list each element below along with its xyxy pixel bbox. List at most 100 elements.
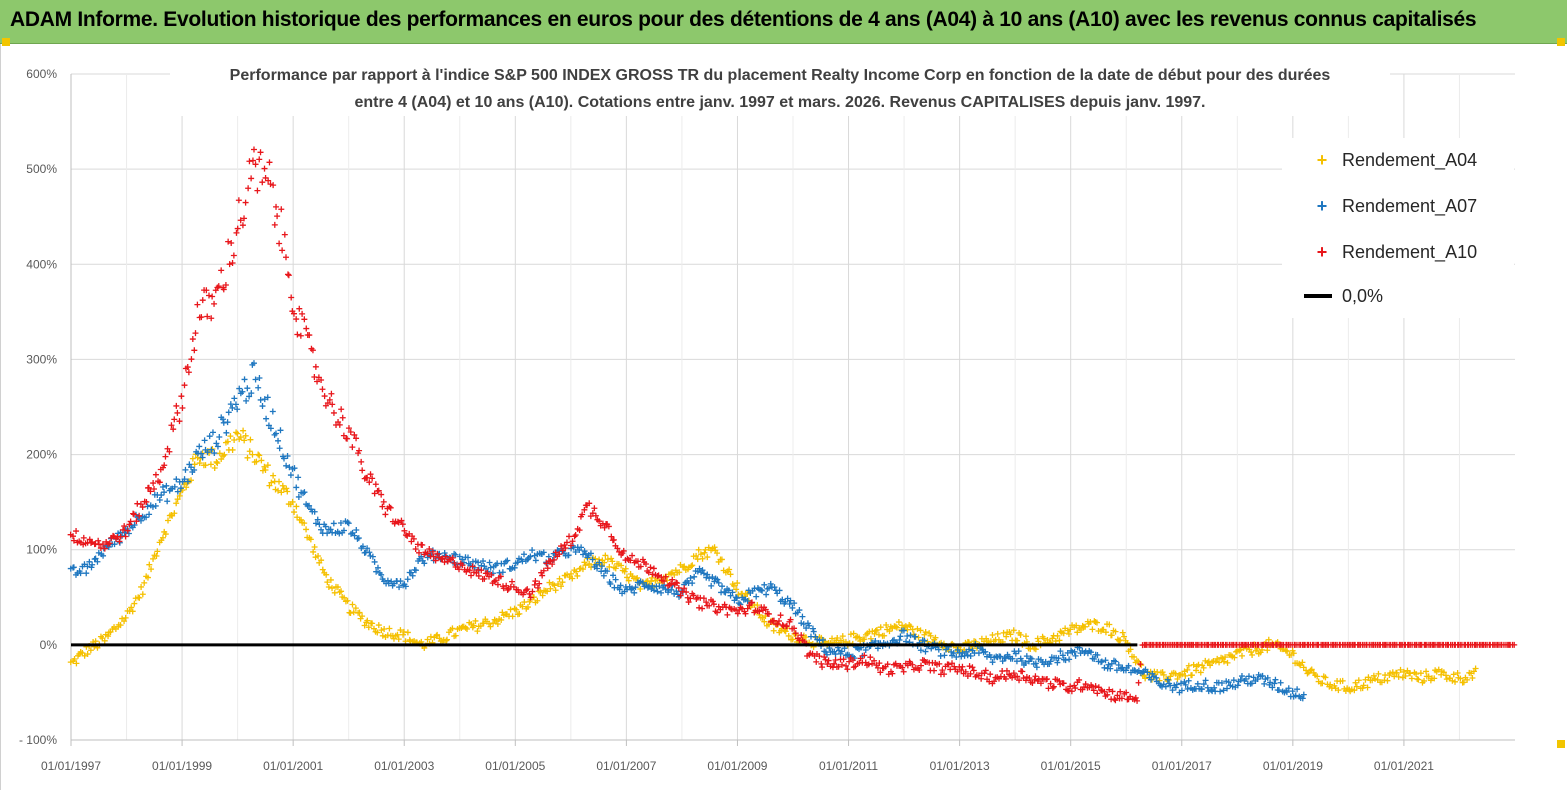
data-point-rendement-a07 [1115, 661, 1122, 668]
data-point-rendement-a07 [340, 527, 347, 534]
data-point-rendement-a10 [484, 570, 491, 577]
chart-area: - 100% 0% 100% 200% 300% 400% 500% 600% 01/01/19… [0, 44, 1567, 790]
data-point-rendement-a10 [301, 316, 308, 323]
data-point-rendement-a07 [581, 548, 588, 555]
corner-marker [1557, 38, 1565, 46]
data-point-rendement-a07 [651, 587, 658, 594]
data-point-rendement-a07 [164, 498, 171, 505]
data-point-rendement-a10 [899, 664, 906, 671]
data-point-rendement-a10 [685, 599, 692, 606]
data-point-rendement-a07 [276, 445, 283, 452]
data-point-rendement-a07 [196, 443, 203, 450]
data-point-rendement-a04 [253, 458, 260, 465]
data-point-rendement-a10 [178, 393, 185, 400]
data-point-rendement-a07 [950, 650, 957, 657]
data-point-rendement-a10 [387, 504, 394, 511]
data-point-rendement-a10 [234, 225, 241, 232]
data-point-rendement-a10 [369, 475, 376, 482]
data-point-rendement-a10 [254, 187, 261, 194]
data-point-rendement-a10 [130, 510, 137, 517]
data-point-rendement-a07 [239, 388, 246, 395]
data-point-rendement-a07 [668, 586, 675, 593]
data-point-rendement-a07 [961, 652, 968, 659]
data-point-rendement-a10 [205, 292, 212, 299]
data-point-rendement-a10 [145, 484, 152, 491]
data-point-rendement-a10 [576, 527, 583, 534]
data-point-rendement-a07 [1094, 652, 1101, 659]
data-point-rendement-a07 [283, 462, 290, 469]
data-point-rendement-a04 [224, 438, 231, 445]
data-point-rendement-a04 [914, 625, 921, 632]
data-point-rendement-a04 [241, 437, 248, 444]
data-point-rendement-a04 [233, 429, 240, 436]
data-point-rendement-a04 [1249, 652, 1256, 659]
data-point-rendement-a10 [867, 654, 874, 661]
data-point-rendement-a07 [1237, 676, 1244, 683]
data-point-rendement-a04 [1449, 677, 1456, 684]
data-point-rendement-a07 [224, 419, 231, 426]
data-point-rendement-a04 [1417, 670, 1424, 677]
data-point-rendement-a07 [819, 636, 826, 643]
data-point-rendement-a04 [498, 616, 505, 623]
data-point-rendement-a10 [133, 518, 140, 525]
data-point-rendement-a10 [367, 471, 374, 478]
data-point-rendement-a04 [1452, 678, 1459, 685]
data-point-rendement-a07 [1172, 684, 1179, 691]
data-point-rendement-a04 [249, 451, 256, 458]
data-point-rendement-a10 [839, 661, 846, 668]
data-point-rendement-a04 [307, 536, 314, 543]
data-point-rendement-a10 [650, 565, 657, 572]
data-point-rendement-a07 [92, 555, 99, 562]
data-point-rendement-a04 [695, 546, 702, 553]
data-point-rendement-a07 [284, 452, 291, 459]
data-point-rendement-a04 [625, 577, 632, 584]
data-point-rendement-a10 [831, 660, 838, 667]
data-point-rendement-a07 [1059, 652, 1066, 659]
data-point-rendement-a10 [451, 560, 458, 567]
data-point-rendement-a04 [1174, 676, 1181, 683]
data-point-rendement-a04 [1222, 654, 1229, 661]
data-point-rendement-a04 [369, 620, 376, 627]
data-point-rendement-a04 [507, 606, 514, 613]
data-point-rendement-a10 [889, 670, 896, 677]
data-point-rendement-a07 [1259, 672, 1266, 679]
data-point-rendement-a07 [799, 613, 806, 620]
data-point-rendement-a04 [1108, 632, 1115, 639]
data-point-rendement-a10 [449, 554, 456, 561]
data-point-rendement-a10 [645, 569, 652, 576]
data-point-rendement-a07 [219, 416, 226, 423]
data-point-rendement-a07 [1027, 655, 1034, 662]
data-point-rendement-a04 [513, 606, 520, 613]
data-point-rendement-a04 [873, 626, 880, 633]
data-point-rendement-a10 [416, 549, 423, 556]
data-point-rendement-a04 [327, 576, 334, 583]
data-point-rendement-a07 [487, 564, 494, 571]
data-point-rendement-a10 [969, 664, 976, 671]
data-point-rendement-a04 [219, 453, 226, 460]
data-point-rendement-a10 [356, 447, 363, 454]
data-point-rendement-a04 [397, 627, 404, 634]
data-point-rendement-a10 [991, 678, 998, 685]
data-point-rendement-a04 [262, 466, 269, 473]
data-point-rendement-a07 [373, 568, 380, 575]
data-point-rendement-a10 [662, 573, 669, 580]
data-point-rendement-a07 [208, 446, 215, 453]
data-point-rendement-a04 [480, 620, 487, 627]
x-tick-label: 01/01/2003 [374, 759, 434, 773]
data-point-rendement-a04 [1300, 664, 1307, 671]
data-point-rendement-a10 [1092, 683, 1099, 690]
data-point-rendement-a10 [572, 532, 579, 539]
data-point-rendement-a10 [375, 487, 382, 494]
data-point-rendement-a07 [364, 545, 371, 552]
data-point-rendement-a07 [732, 594, 739, 601]
data-point-rendement-a07 [286, 464, 293, 471]
data-point-rendement-a10 [1101, 688, 1108, 695]
data-point-rendement-a10 [459, 562, 466, 569]
data-point-rendement-a07 [105, 543, 112, 550]
data-point-rendement-a04 [1082, 623, 1089, 630]
data-point-rendement-a07 [1015, 648, 1022, 655]
data-point-rendement-a10 [162, 453, 169, 460]
data-point-rendement-a07 [1018, 658, 1025, 665]
data-point-rendement-a07 [617, 582, 624, 589]
data-point-rendement-a07 [70, 564, 77, 571]
